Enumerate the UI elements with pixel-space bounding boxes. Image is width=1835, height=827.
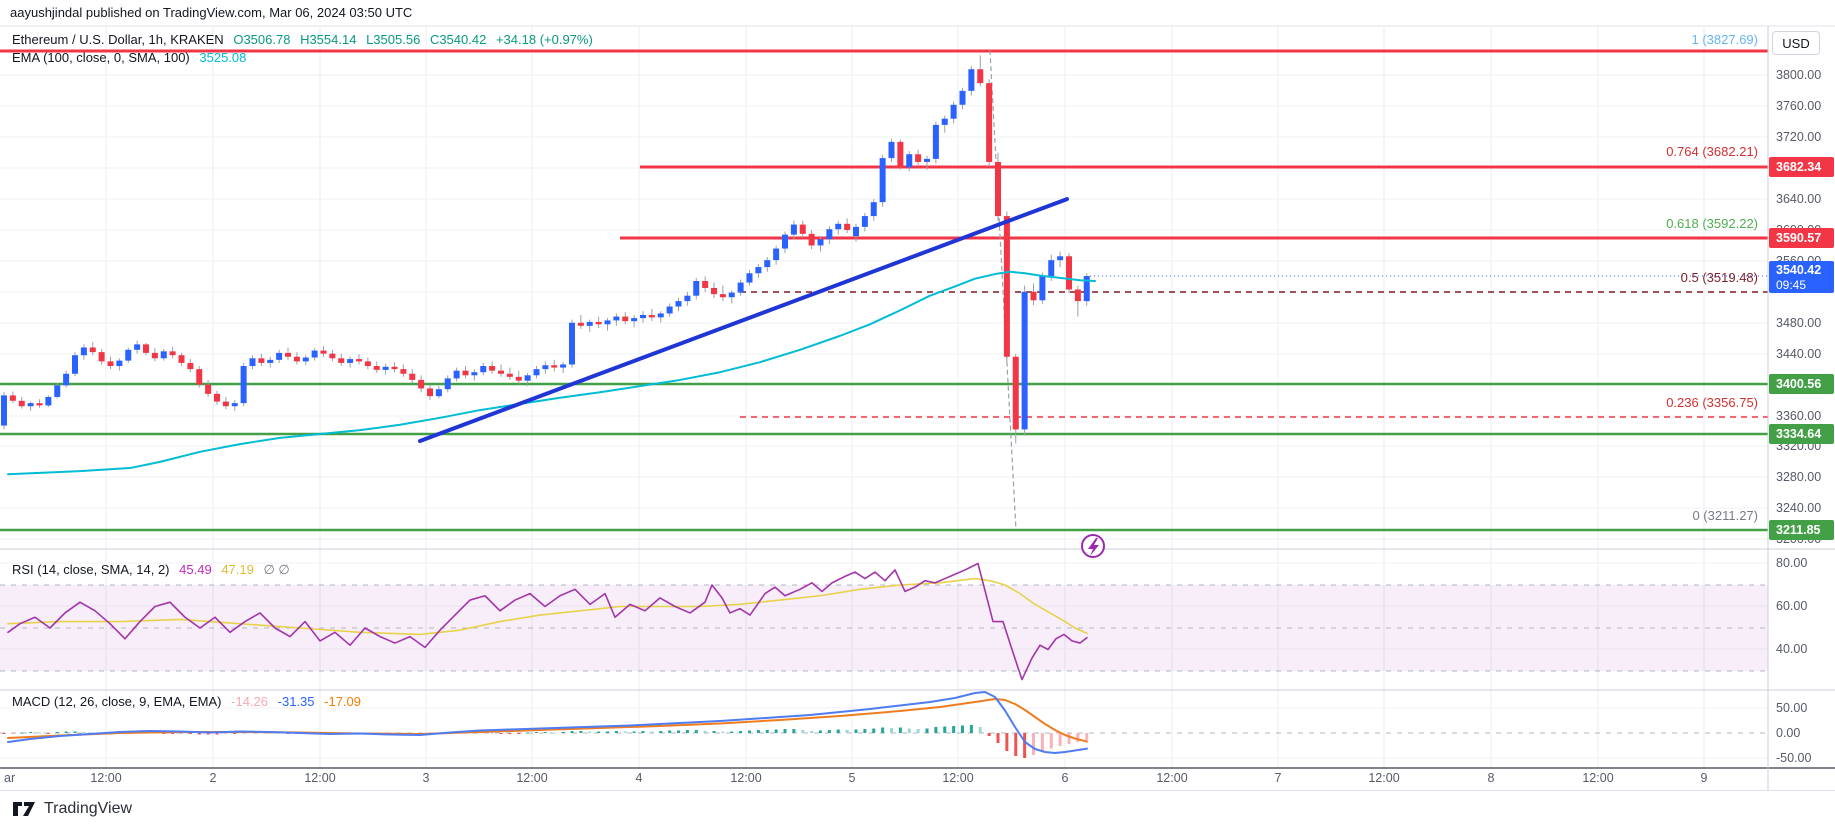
trendline [418, 197, 1069, 443]
footer: TradingView [0, 790, 1835, 827]
rsi-legend[interactable]: RSI (14, close, SMA, 14, 2) 45.49 47.19 … [12, 562, 296, 578]
change-value: +34.18 (+0.97%) [495, 32, 593, 47]
fib-trend-dashed-line [989, 50, 1017, 531]
price-tick-label[interactable]: 3240.00 [1776, 501, 1821, 515]
ema-line [7, 270, 1096, 476]
attribution-header: aayushjindal published on TradingView.co… [10, 5, 412, 20]
time-tick-label[interactable]: 12:00 [730, 771, 761, 785]
time-tick-label[interactable]: 4 [636, 771, 643, 785]
tradingview-brand[interactable]: TradingView [44, 800, 133, 817]
rsi-ma-value: 47.19 [221, 562, 254, 577]
macd-value: -31.35 [277, 694, 315, 709]
currency-button[interactable]: USD [1772, 31, 1820, 55]
fib-level-label: 0.764 (3682.21) [1666, 144, 1758, 159]
macd-hist-value: -14.26 [231, 694, 269, 709]
price-tag-label: 3590.57 [1776, 231, 1821, 245]
ema-label: EMA (100, close, 0, SMA, 100) [12, 50, 190, 65]
time-tick-label[interactable]: 12:00 [304, 771, 335, 785]
price-tag-label: 3400.56 [1776, 377, 1821, 391]
time-tick-label[interactable]: 6 [1062, 771, 1069, 785]
price-tick-label[interactable]: 60.00 [1776, 599, 1807, 613]
time-tick-label[interactable]: 12:00 [1368, 771, 1399, 785]
time-tick-label[interactable]: 12:00 [516, 771, 547, 785]
price-tick-label[interactable]: 3760.00 [1776, 99, 1821, 113]
time-tick-label[interactable]: 2 [210, 771, 217, 785]
fib-level-label: 0.236 (3356.75) [1666, 395, 1758, 410]
lightning-bolt-icon [1088, 538, 1099, 556]
candlestick-series [1, 55, 1090, 444]
fib-level-label: 0 (3211.27) [1692, 508, 1758, 523]
symbol-title: Ethereum / U.S. Dollar, 1h, KRAKEN [12, 32, 224, 47]
time-tick-label[interactable]: 12:00 [90, 771, 121, 785]
macd-line [7, 691, 1088, 754]
fib-level-label: 0.5 (3519.48) [1681, 270, 1758, 285]
price-tag-label: 3682.34 [1776, 160, 1821, 174]
price-tick-label[interactable]: 3800.00 [1776, 68, 1821, 82]
price-tag [1769, 261, 1834, 293]
high-value: H3554.14 [300, 32, 357, 47]
time-tick-label[interactable]: 12:00 [1156, 771, 1187, 785]
attribution-text: aayushjindal published on TradingView.co… [10, 5, 413, 20]
price-tag [1769, 228, 1834, 248]
price-tick-label[interactable]: 40.00 [1776, 642, 1807, 656]
price-tag-label: 3211.85 [1776, 523, 1821, 537]
price-tick-label[interactable]: 50.00 [1776, 701, 1807, 715]
time-tick-label[interactable]: 9 [1701, 771, 1708, 785]
price-tag [1769, 520, 1834, 540]
time-tick-label[interactable]: 7 [1275, 771, 1282, 785]
rsi-value: 45.49 [179, 562, 212, 577]
price-tag [1769, 157, 1834, 177]
ema-legend[interactable]: EMA (100, close, 0, SMA, 100) 3525.08 [12, 50, 252, 65]
fib-level-label: 1 (3827.69) [1692, 32, 1759, 47]
time-tick-label[interactable]: 5 [849, 771, 856, 785]
time-tick-label[interactable]: 12:00 [942, 771, 973, 785]
macd-signal-value: -17.09 [324, 694, 362, 709]
price-tick-label[interactable]: 3440.00 [1776, 347, 1821, 361]
symbol-legend[interactable]: Ethereum / U.S. Dollar, 1h, KRAKEN O3506… [12, 32, 599, 47]
price-tag-label: 3540.42 [1776, 263, 1821, 277]
price-tick-label[interactable]: 3640.00 [1776, 192, 1821, 206]
price-tick-label[interactable]: 3360.00 [1776, 409, 1821, 423]
price-tag-label: 3334.64 [1776, 427, 1821, 441]
time-tick-label[interactable]: ar [4, 771, 15, 785]
time-tick-label[interactable]: 3 [423, 771, 430, 785]
ema-value: 3525.08 [199, 50, 247, 65]
price-tick-label[interactable]: -50.00 [1776, 751, 1811, 765]
macd-legend[interactable]: MACD (12, 26, close, 9, EMA, EMA) -14.26… [12, 694, 367, 709]
macd-label: MACD (12, 26, close, 9, EMA, EMA) [12, 694, 222, 709]
rsi-label: RSI (14, close, SMA, 14, 2) [12, 562, 170, 577]
price-tag [1769, 374, 1834, 394]
price-tick-label[interactable]: 0.00 [1776, 726, 1800, 740]
tradingview-logo-icon[interactable] [12, 800, 38, 818]
low-value: L3505.56 [366, 32, 421, 47]
rsi-line [7, 562, 1088, 681]
time-tick-label[interactable]: 12:00 [1582, 771, 1613, 785]
open-value: O3506.78 [233, 32, 291, 47]
rsi-bands-value: ∅ ∅ [263, 562, 290, 577]
price-tag-countdown: 09:45 [1776, 278, 1806, 292]
fib-level-label: 0.618 (3592.22) [1666, 216, 1758, 231]
close-value: C3540.42 [429, 32, 487, 47]
rsi-ma-line [7, 577, 1088, 636]
price-tick-label[interactable]: 3720.00 [1776, 130, 1821, 144]
price-tick-label[interactable]: 3480.00 [1776, 316, 1821, 330]
price-tick-label[interactable]: 80.00 [1776, 556, 1807, 570]
price-tag [1769, 424, 1834, 444]
price-tick-label[interactable]: 3280.00 [1776, 470, 1821, 484]
time-tick-label[interactable]: 8 [1488, 771, 1495, 785]
